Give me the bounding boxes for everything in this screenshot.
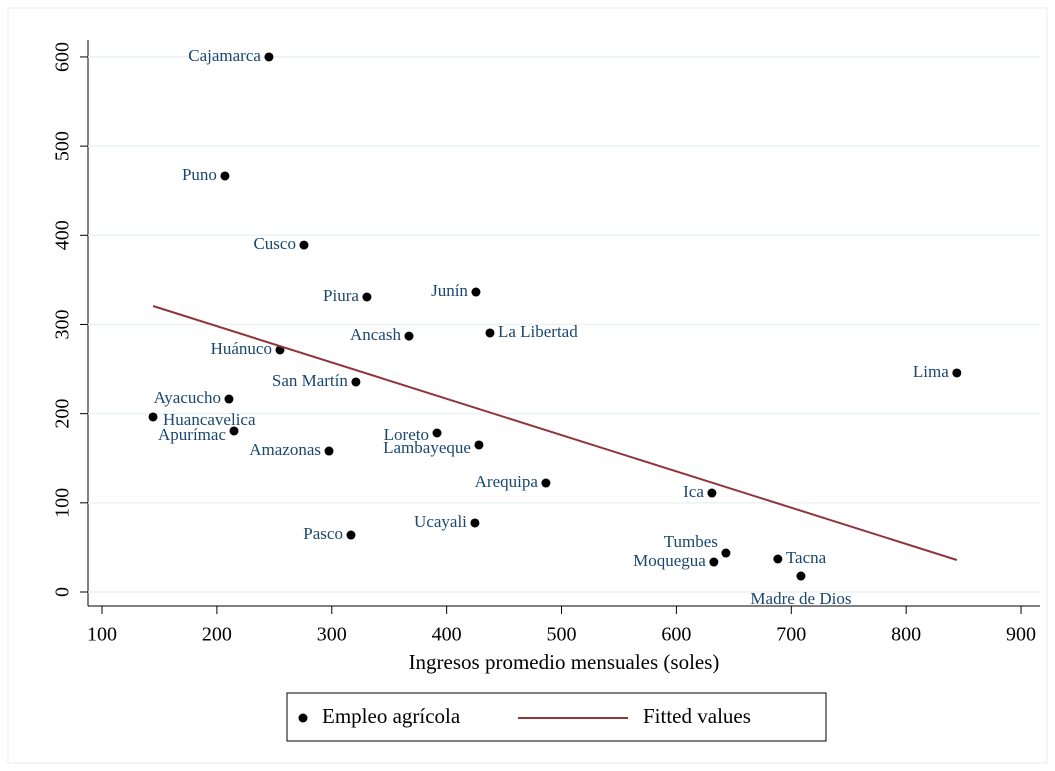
x-tick-label: 500 [547, 624, 577, 646]
point-label: Puno [182, 165, 217, 184]
y-tick-label: 500 [52, 131, 74, 161]
point [351, 377, 361, 387]
x-tick-label: 600 [661, 624, 691, 646]
point [229, 426, 239, 436]
point-label: Ayacucho [154, 388, 221, 407]
x-tick-label: 200 [202, 624, 232, 646]
point-label: Piura [323, 286, 359, 305]
point-label: Huancavelica [163, 410, 256, 429]
point [346, 530, 356, 540]
point-label: Ica [683, 482, 704, 501]
point [470, 518, 480, 528]
point-label: Apurímac [158, 425, 226, 444]
fit-line [152, 305, 958, 561]
point [709, 557, 719, 567]
point [264, 52, 274, 62]
point-label: Tacna [786, 548, 827, 567]
x-tick-label: 100 [87, 624, 117, 646]
legend-marker [298, 713, 308, 723]
point-label: Madre de Dios [750, 589, 851, 608]
point-label: Tumbes [664, 532, 718, 551]
x-tick-label: 300 [317, 624, 347, 646]
x-tick-label: 700 [776, 624, 806, 646]
point [541, 478, 551, 488]
point [148, 412, 158, 422]
chart-frame [7, 7, 1048, 764]
point [404, 331, 414, 341]
legend-label: Fitted values [643, 704, 751, 728]
point-label: Junín [431, 281, 468, 300]
point-label: Cajamarca [188, 46, 261, 65]
point [220, 171, 230, 181]
y-tick-label: 400 [52, 220, 74, 250]
point-label: Lambayeque [383, 438, 471, 457]
point [471, 287, 481, 297]
point [952, 368, 962, 378]
y-tick-label: 300 [52, 309, 74, 339]
point [324, 446, 334, 456]
point [707, 488, 717, 498]
x-tick-label: 800 [891, 624, 921, 646]
x-tick-label: 400 [432, 624, 462, 646]
point [432, 428, 442, 438]
point [224, 394, 234, 404]
point [485, 328, 495, 338]
x-tick-label: 900 [1006, 624, 1036, 646]
y-tick-label: 0 [52, 587, 74, 597]
point-label: Loreto [384, 425, 429, 444]
point-label: Huánuco [211, 339, 272, 358]
point-label: Ucayali [414, 512, 467, 531]
point-label: San Martín [272, 371, 349, 390]
y-tick-label: 200 [52, 399, 74, 429]
point-label: Moquegua [633, 551, 706, 570]
point [773, 554, 783, 564]
point [474, 440, 484, 450]
point [721, 548, 731, 558]
y-tick-label: 100 [52, 488, 74, 518]
point [362, 292, 372, 302]
point-label: Lima [913, 362, 949, 381]
y-tick-label: 600 [52, 42, 74, 72]
point-label: La Libertad [498, 322, 578, 341]
x-axis-title: Ingresos promedio mensuales (soles) [409, 650, 720, 674]
point [299, 240, 309, 250]
point-label: Cusco [253, 234, 296, 253]
point-label: Pasco [303, 524, 343, 543]
legend-label: Empleo agrícola [322, 704, 461, 728]
point-label: Arequipa [475, 472, 539, 491]
point-label: Amazonas [249, 440, 321, 459]
point [796, 571, 806, 581]
point-label: Ancash [350, 325, 401, 344]
